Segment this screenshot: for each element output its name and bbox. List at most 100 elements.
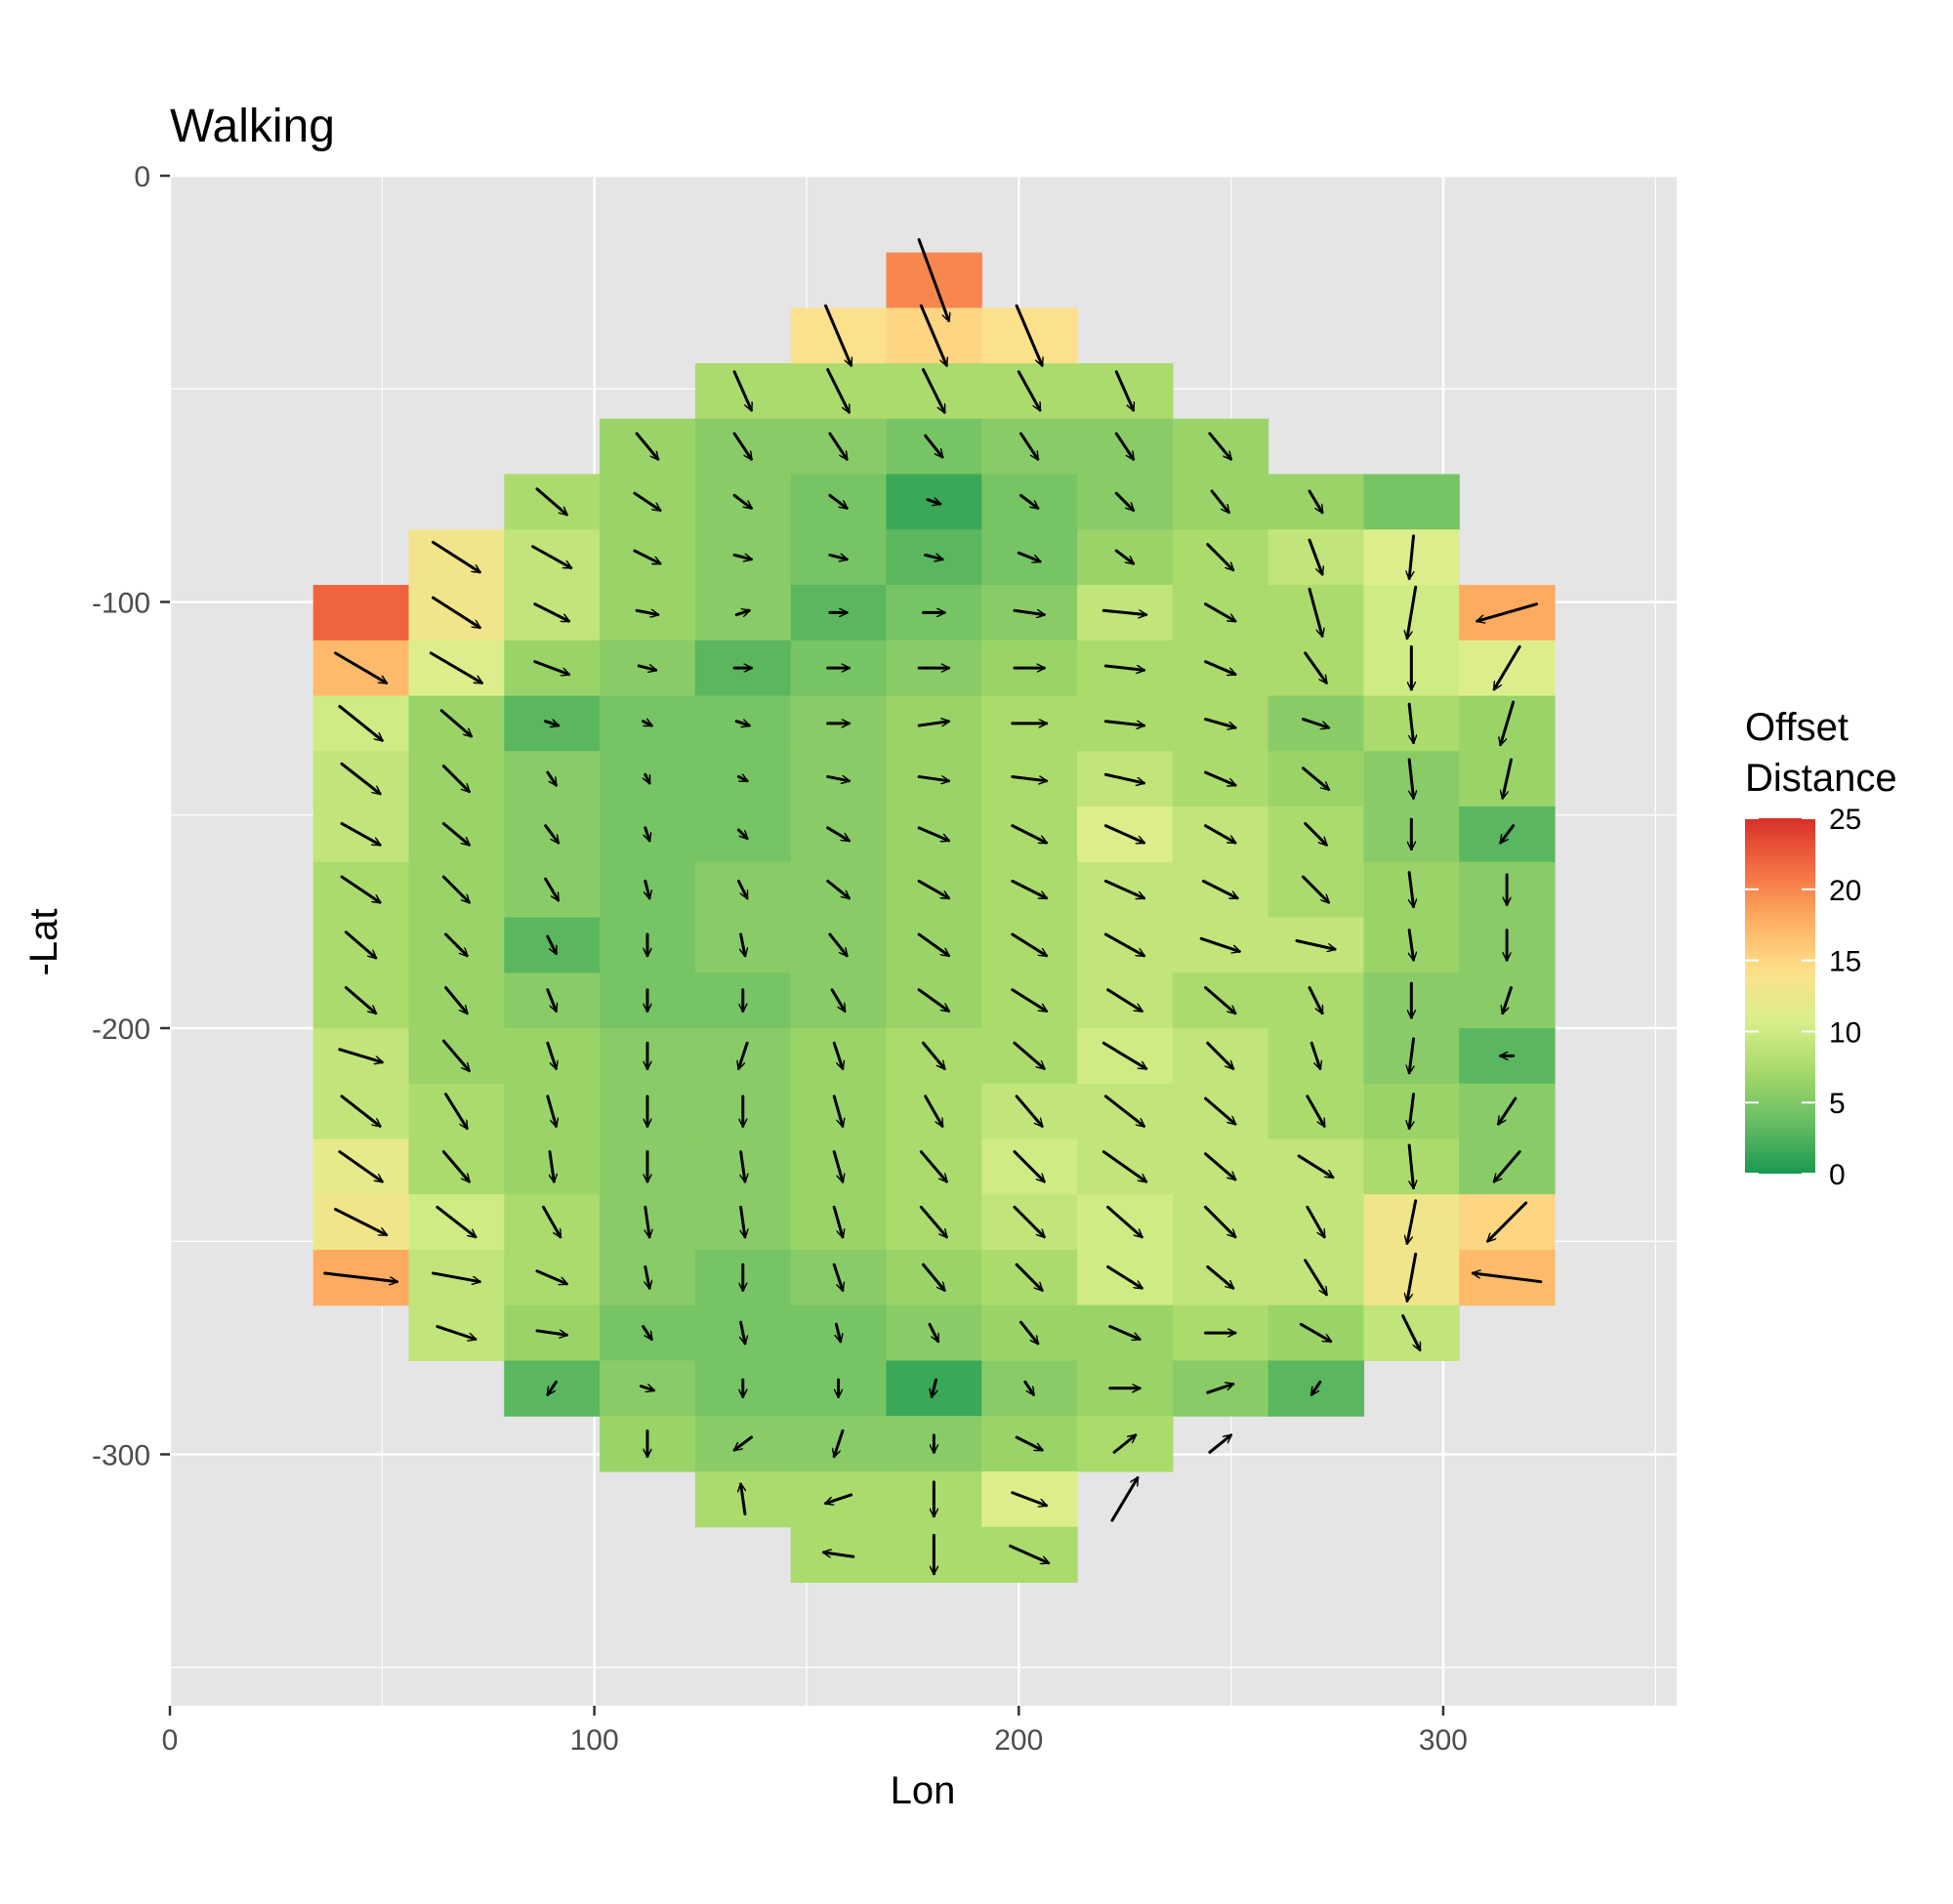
offset-arrow (832, 1262, 843, 1290)
offset-arrow (334, 1207, 387, 1237)
offset-arrow (824, 304, 852, 365)
offset-arrow (645, 772, 651, 783)
offset-arrow (645, 1264, 649, 1288)
offset-arrow (1503, 986, 1513, 1014)
offset-arrow (1401, 1314, 1422, 1350)
y-axis-label: -Lat (22, 909, 65, 976)
offset-arrow (739, 1150, 745, 1182)
offset-arrow (1101, 1041, 1145, 1070)
offset-arrow (1204, 1097, 1235, 1124)
y-tick-label: -100 (92, 587, 150, 619)
offset-arrow (1304, 651, 1328, 683)
offset-arrow (734, 722, 749, 725)
offset-arrow (544, 877, 561, 900)
offset-arrow (1018, 493, 1037, 508)
offset-arrow (1015, 1095, 1042, 1127)
offset-arrow (535, 1269, 566, 1284)
offset-arrow (1011, 932, 1047, 958)
offset-arrow (1496, 1097, 1517, 1124)
offset-arrow (1101, 1150, 1145, 1183)
offset-arrow (1206, 1264, 1233, 1288)
y-axis: 0 -100 -200 -300 (92, 161, 170, 1471)
offset-arrow (1106, 1264, 1143, 1290)
offset-arrow (1011, 774, 1049, 780)
legend-ticks: 25 20 15 10 5 0 (1745, 804, 1861, 1191)
offset-arrow (441, 821, 469, 845)
x-axis: 0 100 200 300 (162, 1706, 1468, 1757)
offset-arrow (633, 549, 660, 565)
offset-arrow (1304, 1259, 1328, 1295)
legend-colorbar (1745, 818, 1815, 1174)
offset-arrow (836, 1322, 840, 1341)
offset-arrow (738, 1041, 749, 1068)
offset-arrow (1103, 720, 1146, 725)
legend-tick-label: 0 (1829, 1159, 1846, 1191)
offset-arrow (644, 1205, 649, 1237)
offset-arrow (1409, 534, 1416, 580)
offset-arrow (444, 932, 468, 956)
offset-arrow (645, 826, 649, 841)
offset-arrow (1407, 702, 1413, 745)
offset-arrow (1015, 304, 1042, 365)
offset-arrow (1206, 543, 1233, 570)
offset-arrow (323, 1271, 399, 1282)
offset-arrow (431, 1271, 479, 1282)
offset-arrow (1013, 1041, 1044, 1068)
offset-arrow (1011, 1491, 1047, 1506)
offset-arrow (1103, 664, 1146, 670)
offset-arrow (1492, 644, 1521, 689)
legend-tick-label: 10 (1829, 1016, 1861, 1049)
offset-arrow (1208, 432, 1231, 459)
offset-arrow (1114, 491, 1133, 510)
offset-arrow (1114, 549, 1133, 563)
y-tick-label: -200 (92, 1014, 150, 1046)
offset-arrow (338, 1150, 382, 1183)
x-tick-label: 0 (162, 1724, 179, 1757)
offset-arrow (1210, 489, 1228, 513)
offset-arrow (1299, 1322, 1330, 1344)
offset-arrow (531, 545, 571, 570)
offset-arrow (1201, 879, 1237, 900)
offset-arrow (1308, 986, 1324, 1014)
offset-arrow (431, 540, 479, 574)
offset-arrow (441, 1150, 469, 1182)
offset-arrow (826, 368, 851, 413)
offset-arrow (439, 709, 471, 736)
offset-arrow (444, 986, 468, 1014)
offset-arrow (1013, 1150, 1044, 1182)
offset-arrow (1106, 988, 1143, 1014)
offset-arrow (533, 602, 569, 623)
offset-arrow (917, 932, 948, 958)
offset-arrow (1206, 1384, 1233, 1394)
offset-arrow (1501, 824, 1516, 843)
offset-arrow (1407, 1143, 1413, 1190)
offset-arrow (1108, 1325, 1140, 1340)
offset-arrow (1304, 821, 1327, 845)
offset-arrow (1302, 766, 1329, 790)
offset-arrow (1206, 1041, 1233, 1068)
legend-tick-label: 5 (1829, 1088, 1846, 1120)
offset-arrow (436, 1325, 476, 1340)
offset-arrow (334, 651, 387, 684)
offset-arrow (535, 487, 566, 515)
offset-arrow (436, 1205, 476, 1237)
offset-arrow (1309, 1041, 1320, 1068)
offset-arrow (546, 770, 559, 785)
offset-arrow (1503, 758, 1513, 798)
offset-arrows (323, 237, 1543, 1576)
offset-arrow (546, 1095, 557, 1127)
offset-arrow (926, 500, 940, 504)
offset-arrow (546, 934, 559, 953)
offset-arrow (338, 704, 382, 740)
offset-arrow (533, 660, 569, 675)
offset-arrow (1204, 1152, 1235, 1180)
offset-arrow (917, 722, 948, 727)
offset-arrow (546, 988, 557, 1012)
offset-arrow (928, 1322, 940, 1341)
offset-arrow (924, 434, 942, 457)
y-tick-label: 0 (134, 161, 150, 193)
offset-arrow (1471, 1273, 1543, 1284)
offset-arrow (1023, 1380, 1036, 1394)
x-tick-label: 200 (994, 1724, 1043, 1757)
